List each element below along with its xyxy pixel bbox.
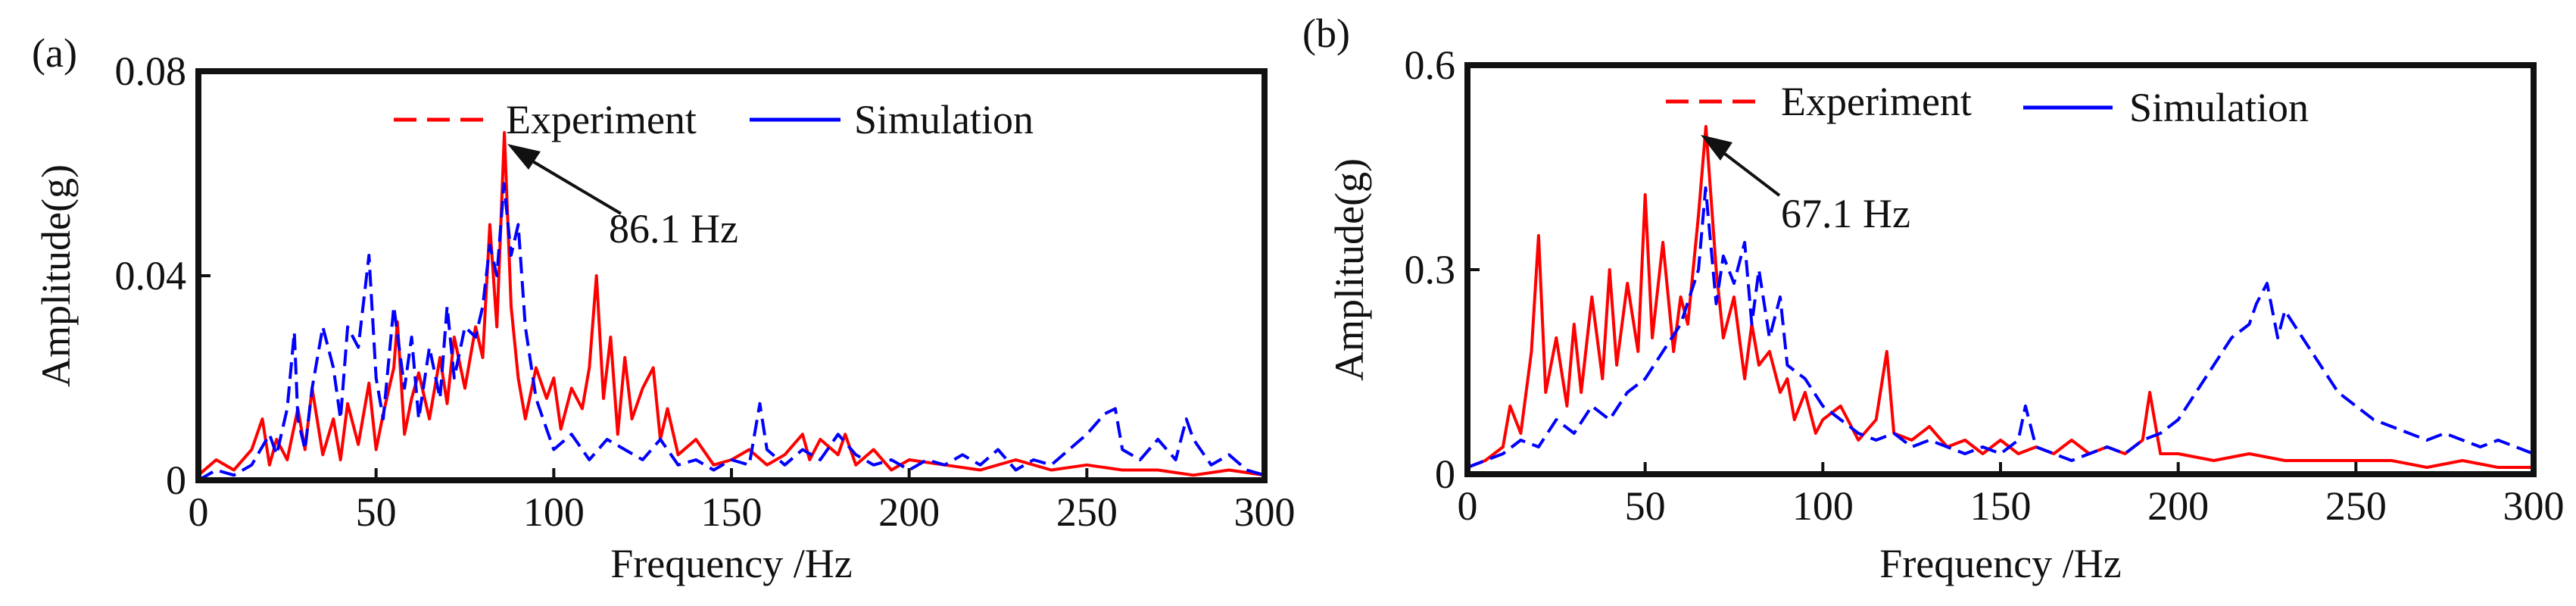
panel-b-y-tick-label: 0 (1435, 451, 1455, 497)
panel-a-axes-frame (195, 68, 1268, 483)
panel-a-x-tick-label: 200 (878, 489, 940, 535)
panel-b: (b) 0 50 100 150 200 250 300 0 0.3 0.6 Frequency … (1302, 11, 2565, 586)
panel-b-x-tick-label: 250 (2325, 483, 2387, 529)
panel-b-y-axis-label: Amplitude(g) (1327, 158, 1372, 381)
panel-a-y-tick-label: 0.08 (115, 48, 187, 94)
panel-a-series-simulation (198, 182, 1265, 482)
panel-a-label: (a) (32, 30, 77, 76)
panel-a-x-tick-label: 50 (356, 489, 397, 535)
panel-b-x-axis-label: Frequency /Hz (1879, 541, 2121, 586)
panel-a-annotation-arrow-line (521, 154, 622, 215)
panel-a-y-axis-label: Amplitude(g) (33, 164, 79, 387)
panel-b-legend: Experiment Simulation (1666, 79, 2309, 130)
panel-a-x-tick-label: 0 (189, 489, 209, 535)
panel-b-legend-experiment-label: Experiment (1781, 79, 1972, 124)
panel-a-x-tick-label: 150 (701, 489, 763, 535)
panel-a-annotation-label: 86.1 Hz (609, 206, 738, 251)
panel-a-legend-simulation-label: Simulation (854, 97, 1034, 142)
panel-a-y-tick-label: 0.04 (115, 253, 187, 298)
panel-b-series-experiment (1467, 125, 2534, 469)
panel-a-annotation-arrowhead (507, 144, 541, 170)
panel-b-plot-area (1467, 125, 2534, 469)
panel-b-x-tick-label: 100 (1792, 483, 1854, 529)
panel-a-plot-area (197, 131, 1265, 482)
panel-a-peak-annotation: 86.1 Hz (507, 144, 738, 251)
panel-b-y-tick-label: 0.6 (1405, 42, 1456, 88)
panel-a-x-tick-label: 100 (523, 489, 585, 535)
panel-b-x-tick-label: 300 (2503, 483, 2565, 529)
panel-a-series-experiment (197, 131, 1265, 477)
panel-a-x-tick-label: 300 (1234, 489, 1296, 535)
panel-b-annotation-arrow-line (1714, 145, 1781, 197)
panel-a: (a) 0 50 100 150 200 250 300 0 0.04 0.08 Frequenc… (32, 30, 1296, 586)
panel-b-x-tick-label: 0 (1458, 483, 1478, 529)
panel-b-peak-annotation: 67.1 Hz (1701, 135, 1910, 236)
panel-b-ticks: 0 50 100 150 200 250 300 0 0.3 0.6 (1405, 42, 2565, 529)
panel-b-y-tick-label: 0.3 (1405, 247, 1456, 292)
panel-b-x-tick-label: 200 (2147, 483, 2209, 529)
panel-b-x-tick-label: 50 (1625, 483, 1666, 529)
panel-b-legend-simulation-label: Simulation (2129, 85, 2309, 130)
panel-b-annotation-label: 67.1 Hz (1781, 191, 1910, 236)
panel-a-y-tick-label: 0 (166, 458, 186, 503)
panel-a-legend-experiment-label: Experiment (506, 97, 697, 142)
panel-a-ticks: 0 50 100 150 200 250 300 0 0.04 0.08 (115, 48, 1296, 535)
panel-a-legend: Experiment Simulation (394, 97, 1034, 142)
panel-b-x-tick-label: 150 (1970, 483, 2032, 529)
panel-a-x-tick-label: 250 (1056, 489, 1118, 535)
panel-b-series-simulation (1467, 186, 2534, 469)
panel-b-axes-frame (1464, 62, 2537, 477)
panel-b-label: (b) (1302, 11, 1350, 56)
panel-b-annotation-arrowhead (1701, 135, 1732, 161)
panel-a-x-axis-label: Frequency /Hz (610, 541, 852, 586)
